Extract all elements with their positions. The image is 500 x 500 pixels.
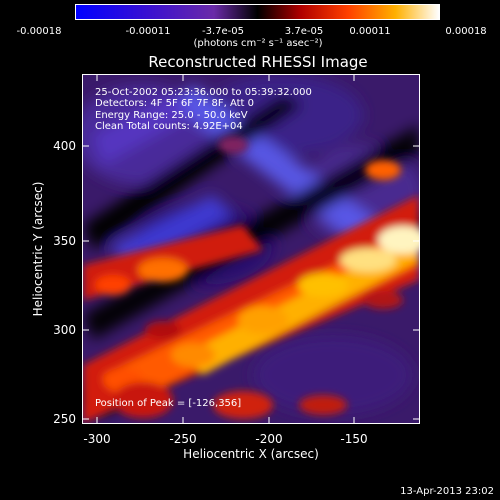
colorbar-tick-label: 0.00018 [445,26,487,37]
x-tick-label: -200 [255,432,283,446]
x-tick-label: -250 [169,432,197,446]
y-tick-label: 300 [53,323,76,337]
colorbar-tick-label: 3.7e-05 [284,26,324,37]
rhessi-image [83,75,419,423]
colorbar-tick-label: -0.00018 [16,26,62,37]
colorbar [75,4,440,20]
colorbar-tick-label: -0.00011 [125,26,171,37]
colorbar-gradient [76,5,439,19]
footer-timestamp: 13-Apr-2013 23:02 [400,486,494,497]
y-tick-label: 400 [53,139,76,153]
plot-info-text: 25-Oct-2002 05:23:36.000 to 05:39:32.000… [95,87,312,132]
y-tick-label: 250 [53,412,76,426]
info-detectors: Detectors: 4F 5F 6F 7F 8F, Att 0 [95,98,255,110]
plot-title: Reconstructed RHESSI Image [148,53,368,71]
y-axis-label: Heliocentric Y (arcsec) [31,181,45,317]
colorbar-tick-label: 0.00011 [349,26,391,37]
x-tick-label: -150 [340,432,368,446]
x-tick-label: -300 [83,432,111,446]
colorbar-tick-label: -3.7e-05 [202,26,244,37]
colorbar-units-label: (photons cm⁻² s⁻¹ asec⁻²) [193,38,323,49]
info-total-counts: Clean Total counts: 4.92E+04 [95,120,243,132]
info-energy-range: Energy Range: 25.0 - 50.0 keV [95,109,248,121]
info-time-range: 25-Oct-2002 05:23:36.000 to 05:39:32.000 [95,87,312,98]
peak-position-label: Position of Peak = [-126,356] [95,398,242,409]
x-axis-label: Heliocentric X (arcsec) [183,447,319,461]
y-tick-label: 350 [53,234,76,248]
rhessi-image-plot [82,74,420,424]
